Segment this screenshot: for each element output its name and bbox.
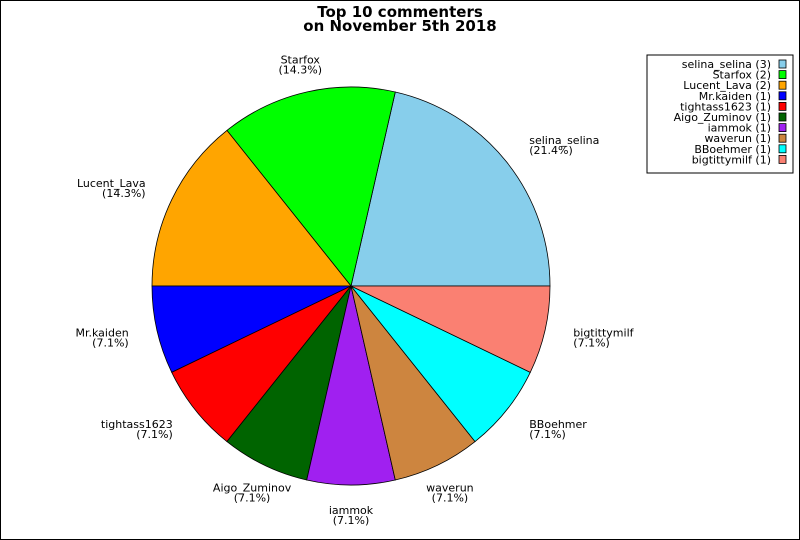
legend-entry-label: Aigo_Zuminov (1) xyxy=(674,111,771,124)
chart-title-line-1: Top 10 commenters xyxy=(317,3,483,21)
slice-label: Mr.kaiden xyxy=(76,327,129,340)
legend-swatch xyxy=(778,102,787,111)
slice-percent: (21.4%) xyxy=(529,144,573,157)
slice-label: BBoehmer xyxy=(529,418,587,431)
legend-box xyxy=(646,54,794,174)
legend-swatch xyxy=(778,91,787,101)
slice-label: Lucent_Lava xyxy=(77,177,146,190)
slice-percent: (7.1%) xyxy=(234,491,271,504)
legend-entry-label: tightass1623 (1) xyxy=(680,100,771,113)
legend-swatch xyxy=(778,59,787,69)
pie-slice-starfox xyxy=(226,86,396,287)
pie-slice-lucent-lava xyxy=(151,129,352,287)
legend-swatch xyxy=(778,80,787,90)
legend-entry-label: Starfox (2) xyxy=(713,69,771,82)
legend: selina_selina (3)Starfox (2)Lucent_Lava … xyxy=(646,54,794,174)
slice-percent: (7.1%) xyxy=(136,428,173,441)
pie-slice-selina-selina xyxy=(350,91,551,287)
legend-swatch xyxy=(778,154,787,164)
legend-entry-label: selina_selina (3) xyxy=(682,58,771,71)
slice-percent: (7.1%) xyxy=(573,337,610,350)
chart-title-line-2: on November 5th 2018 xyxy=(303,17,496,35)
slice-percent: (7.1%) xyxy=(432,491,469,504)
slice-percent: (14.3%) xyxy=(278,64,322,77)
slice-label: bigtittymilf xyxy=(573,327,634,340)
slice-label: iammok xyxy=(329,504,374,517)
slice-percent: (7.1%) xyxy=(529,428,566,441)
slice-label: Aigo_Zuminov xyxy=(213,481,292,494)
slice-percent: (7.1%) xyxy=(333,514,370,527)
legend-swatch xyxy=(778,70,787,79)
pie-slice-bigtittymilf xyxy=(350,285,551,373)
legend-entry-label: waverun (1) xyxy=(704,132,771,145)
slice-percent: (14.3%) xyxy=(102,187,146,200)
legend-swatch xyxy=(778,112,787,122)
slice-label: selina_selina xyxy=(529,134,599,147)
legend-entry-label: BBoehmer (1) xyxy=(694,143,771,156)
legend-swatch xyxy=(778,133,787,143)
legend-entry-label: iammok (1) xyxy=(708,122,771,135)
slice-label: tightass1623 xyxy=(101,418,173,431)
slice-label: waverun xyxy=(426,481,474,494)
legend-swatch xyxy=(778,144,787,154)
slice-percent: (7.1%) xyxy=(92,337,129,350)
legend-swatch xyxy=(778,123,787,132)
legend-entry-label: Mr.kaiden (1) xyxy=(699,90,771,103)
legend-entry-label: bigtittymilf (1) xyxy=(692,153,771,166)
legend-entry-label: Lucent_Lava (2) xyxy=(683,79,771,92)
slice-label: Starfox xyxy=(281,54,321,67)
